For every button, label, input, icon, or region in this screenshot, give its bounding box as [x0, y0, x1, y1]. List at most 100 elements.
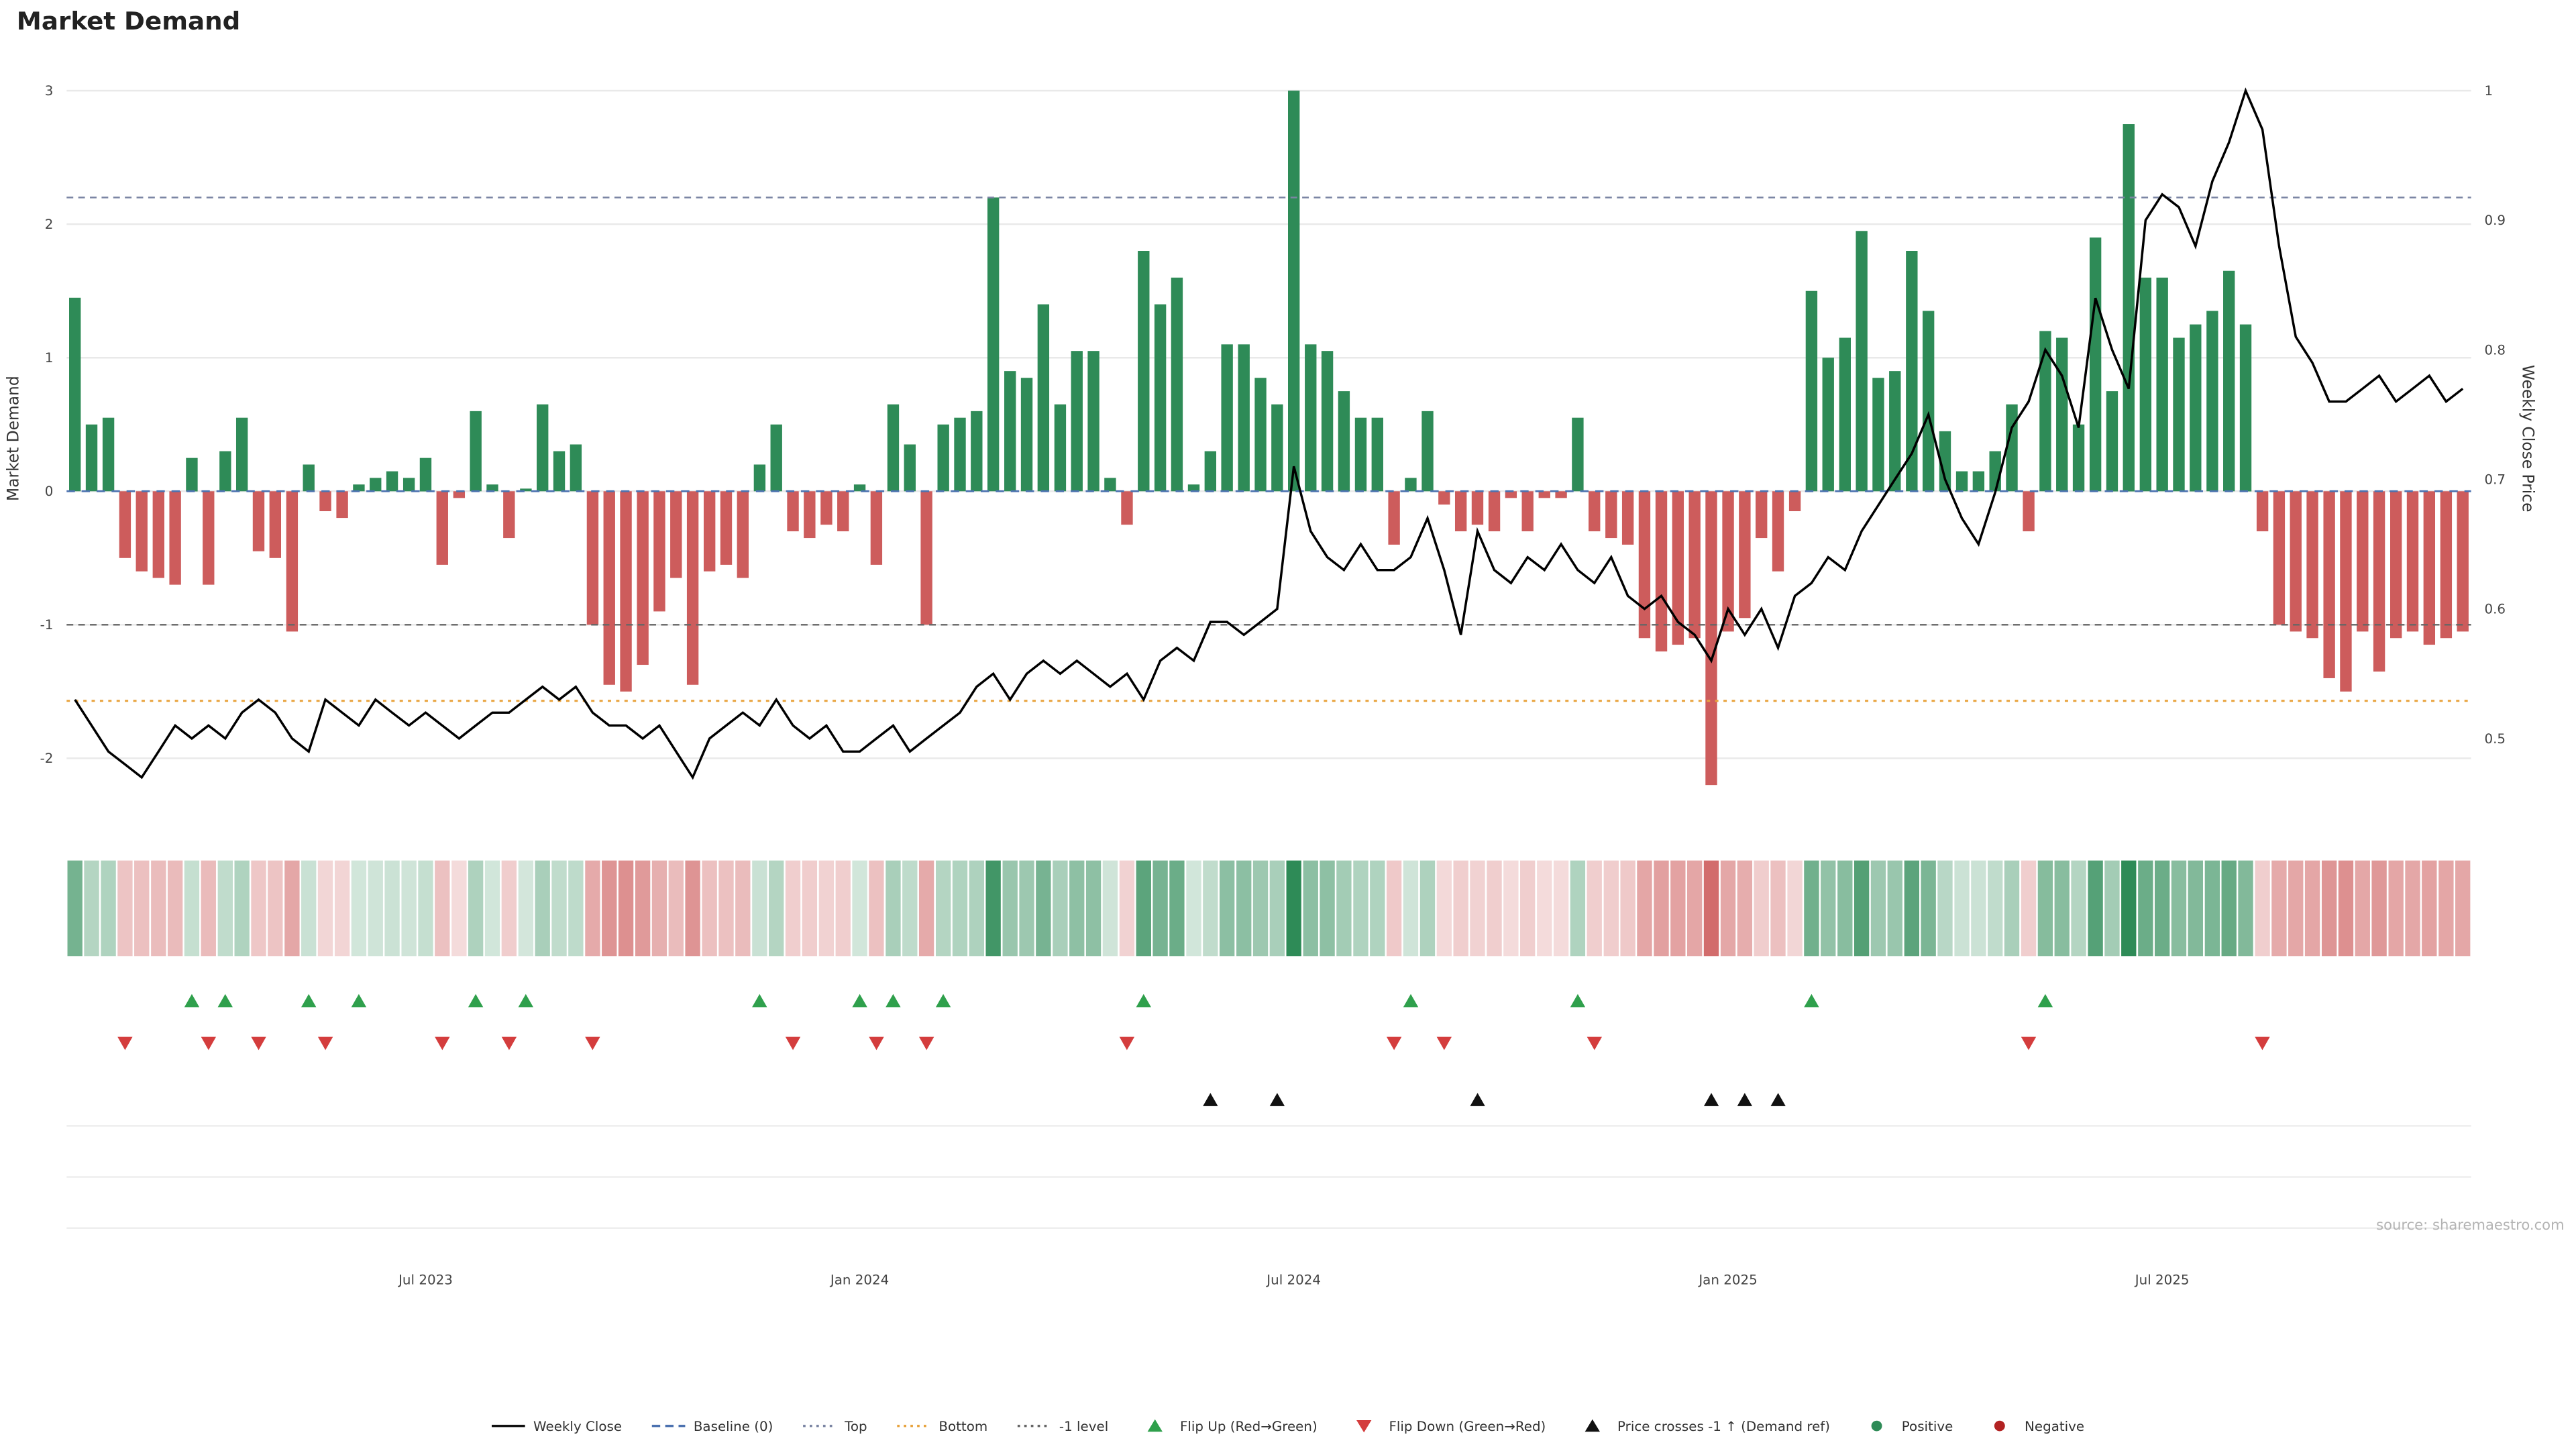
demand-bar	[1338, 391, 1350, 492]
demand-bar	[1605, 491, 1617, 539]
demand-bar	[1421, 411, 1434, 492]
heatmap-cell	[217, 860, 233, 957]
demand-bar	[1104, 478, 1116, 492]
demand-bar	[870, 491, 883, 565]
demand-bar	[954, 417, 966, 492]
heatmap-cell	[1169, 860, 1185, 957]
demand-bar	[85, 424, 98, 492]
demand-bar	[2406, 491, 2419, 632]
flip-down-icon	[2021, 1036, 2037, 1051]
demand-bar	[2273, 491, 2286, 625]
demand-bar	[2106, 391, 2118, 492]
heatmap-cell	[1670, 860, 1686, 957]
heatmap-cell	[301, 860, 317, 957]
demand-bar	[386, 471, 398, 492]
legend-dot-icon	[1994, 1420, 2005, 1432]
price-cross-icon	[1470, 1093, 1485, 1106]
demand-bar	[620, 491, 632, 692]
legend-label: Price crosses -1 ↑ (Demand ref)	[1617, 1419, 1830, 1434]
demand-bar	[1054, 404, 1067, 492]
heatmap-cell	[2037, 860, 2053, 957]
demand-bar	[353, 484, 365, 492]
demand-bar	[1972, 471, 1985, 492]
heatmap-cell	[1821, 860, 1836, 957]
heatmap-cell	[1870, 860, 1886, 957]
heatmap-cell	[1837, 860, 1853, 957]
x-axis-tick: Jan 2024	[829, 1272, 889, 1287]
demand-bar	[2440, 491, 2453, 639]
demand-bar	[1805, 290, 1818, 492]
price-cross-icon	[1703, 1093, 1719, 1106]
heatmap-cell	[401, 860, 417, 957]
heatmap-cell	[1921, 860, 1936, 957]
legend-label: Negative	[2025, 1419, 2084, 1434]
demand-bars	[69, 91, 2469, 786]
legend-triangle-down-icon	[1356, 1419, 1372, 1433]
flip-up-icon	[852, 994, 867, 1008]
heatmap-cell	[2004, 860, 2020, 957]
flip-down-icon	[2255, 1036, 2270, 1051]
demand-bar	[486, 484, 498, 492]
flip-down-icon	[1587, 1036, 1603, 1051]
left-axis-tick: 0	[45, 484, 54, 499]
heatmap-cell	[1252, 860, 1269, 957]
heatmap-cell	[2121, 860, 2137, 957]
legend-label: Flip Up (Red→Green)	[1180, 1419, 1318, 1434]
flip-down-icon	[785, 1036, 801, 1051]
heatmap-cell	[2271, 860, 2287, 957]
demand-bar	[1354, 417, 1367, 492]
heatmap-cell	[518, 860, 534, 957]
demand-heatmap	[67, 860, 2471, 957]
heatmap-cell	[2138, 860, 2153, 957]
flip-up-icon	[468, 994, 484, 1008]
legend-item: Top	[803, 1419, 867, 1434]
heatmap-cell	[618, 860, 634, 957]
heatmap-cell	[535, 860, 550, 957]
flip-up-icon	[1403, 994, 1419, 1008]
legend-item: Negative	[1994, 1419, 2084, 1434]
flip-down-icon	[501, 1036, 517, 1051]
heatmap-cell	[368, 860, 383, 957]
demand-bar	[1939, 431, 1951, 492]
heatmap-cell	[1386, 860, 1402, 957]
heatmap-cell	[1320, 860, 1335, 957]
legend-label: Baseline (0)	[694, 1419, 773, 1434]
demand-bar	[1154, 304, 1167, 492]
heatmap-cell	[84, 860, 99, 957]
price-cross-icon	[1737, 1093, 1753, 1106]
heatmap-cell	[818, 860, 835, 957]
demand-bar	[1087, 351, 1099, 492]
demand-bar	[586, 491, 599, 625]
demand-bar	[1288, 91, 1300, 492]
demand-bar	[1705, 491, 1717, 786]
heatmap-cell	[2171, 860, 2187, 957]
heatmap-cell	[468, 860, 484, 957]
demand-bar	[1989, 451, 2001, 492]
demand-bar	[1371, 417, 1383, 492]
flip-down-icon	[1386, 1036, 1402, 1051]
demand-bar	[2340, 491, 2352, 692]
demand-bar	[2089, 237, 2102, 492]
heatmap-cell	[2221, 860, 2237, 957]
heatmap-cell	[2088, 860, 2103, 957]
heatmap-cell	[2054, 860, 2070, 957]
demand-bar	[152, 491, 164, 578]
demand-bar	[136, 491, 148, 572]
left-axis-title: Market Demand	[3, 376, 22, 501]
heatmap-cell	[1904, 860, 1920, 957]
heatmap-cell	[685, 860, 700, 957]
demand-bar	[770, 424, 782, 492]
demand-bar	[69, 297, 81, 492]
heatmap-cell	[785, 860, 801, 957]
heatmap-cell	[885, 860, 901, 957]
legend: Weekly Close Baseline (0) Top Bottom -1 leve…	[492, 1419, 2084, 1434]
heatmap-cell	[2388, 860, 2404, 957]
source-credit: source: sharemaestro.com	[2376, 1217, 2564, 1233]
heatmap-cell	[351, 860, 367, 957]
heatmap-cell	[501, 860, 517, 957]
demand-bar	[1555, 491, 1567, 498]
demand-bar	[1638, 491, 1651, 639]
heatmap-cell	[67, 860, 83, 957]
x-axis-tick: Jul 2024	[1265, 1272, 1321, 1287]
price-cross-icon	[1770, 1093, 1786, 1106]
